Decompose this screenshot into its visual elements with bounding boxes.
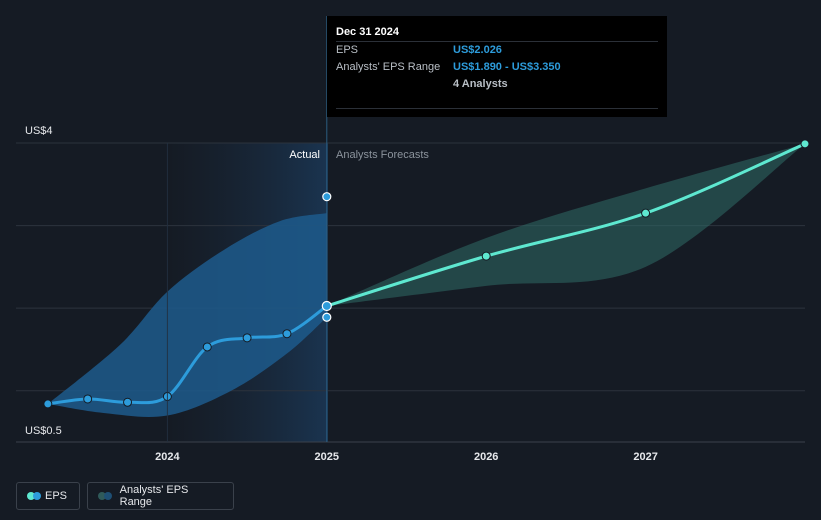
eps-point-0 bbox=[43, 399, 53, 409]
legend-eps-label: EPS bbox=[44, 490, 67, 502]
eps-point-1 bbox=[83, 394, 93, 404]
forecast-point-0 bbox=[481, 251, 491, 261]
tooltip-eps-value: US$2.026 bbox=[453, 44, 502, 56]
tooltip-range-value: US$1.890 - US$3.350 bbox=[453, 61, 561, 73]
eps-point-4 bbox=[202, 342, 212, 352]
range-marker-0 bbox=[322, 192, 332, 202]
eps-legend-swatch-icon bbox=[27, 492, 41, 500]
eps-point-7 bbox=[321, 300, 332, 312]
y-axis-top-label: US$4 bbox=[25, 125, 53, 137]
y-axis-bottom-label: US$0.5 bbox=[25, 425, 62, 437]
legend-item-analysts-range[interactable]: Analysts' EPS Range bbox=[87, 482, 234, 510]
x-tick-2024: 2024 bbox=[155, 451, 180, 463]
series-line-1 bbox=[325, 142, 807, 308]
tooltip-range-label: Analysts' EPS Range bbox=[336, 61, 441, 73]
eps-point-2 bbox=[123, 397, 133, 407]
range-bands bbox=[47, 143, 805, 417]
series-points bbox=[43, 139, 810, 409]
tooltip-eps-row: EPS US$2.026 bbox=[336, 41, 658, 59]
x-tick-2027: 2027 bbox=[633, 451, 657, 463]
range-legend-swatch-icon bbox=[98, 492, 112, 500]
tooltip-divider bbox=[336, 108, 658, 109]
legend-range-label: Analysts' EPS Range bbox=[119, 484, 189, 508]
forecast-point-1 bbox=[641, 208, 651, 218]
forecast-region-label: Analysts Forecasts bbox=[336, 149, 429, 161]
hover-tooltip: Dec 31 2024 EPS US$2.026 Analysts' EPS R… bbox=[327, 16, 667, 117]
x-tick-2025: 2025 bbox=[315, 451, 339, 463]
tooltip-analysts-row: 4 Analysts bbox=[336, 76, 658, 93]
x-tick-labels: 2024 2025 2026 2027 bbox=[155, 143, 658, 463]
tooltip-analysts-count: 4 Analysts bbox=[453, 78, 508, 90]
actual-eps-range-band bbox=[47, 213, 327, 417]
eps-point-5 bbox=[242, 333, 252, 343]
range-marker-1 bbox=[322, 312, 332, 322]
legend-item-eps[interactable]: EPS bbox=[16, 482, 80, 510]
x-tick-2026: 2026 bbox=[474, 451, 498, 463]
tooltip-eps-label: EPS bbox=[336, 44, 359, 56]
forecast-point-2 bbox=[800, 139, 810, 149]
forecast-eps-range-band bbox=[326, 143, 805, 306]
actual-region-label: Actual bbox=[289, 149, 320, 161]
tooltip-range-row: Analysts' EPS Range US$1.890 - US$3.350 bbox=[336, 59, 658, 76]
eps-point-6 bbox=[282, 329, 292, 339]
tooltip-date: Dec 31 2024 bbox=[336, 26, 399, 38]
